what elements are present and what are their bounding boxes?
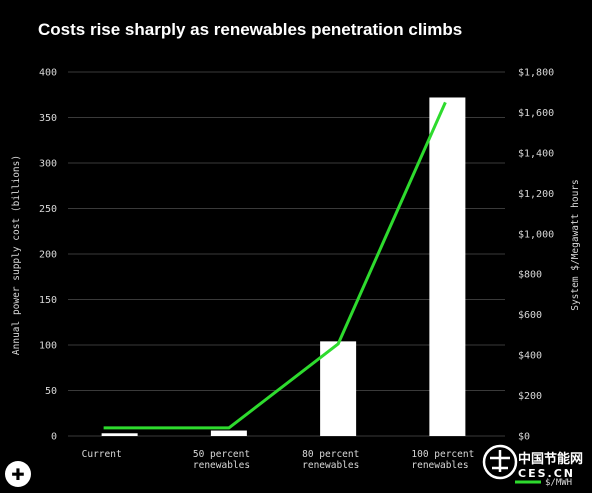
legend-label: $/MWH	[545, 478, 572, 488]
legend: $/MWH	[515, 478, 572, 488]
plus-icon[interactable]: ✚	[11, 465, 24, 484]
bar	[210, 430, 247, 436]
x-tick-label: renewables	[411, 460, 468, 471]
y2-tick-label: $200	[518, 391, 542, 402]
x-tick-label: Current	[82, 449, 122, 460]
watermark: 中国节能网 CES.CN	[482, 444, 583, 480]
x-tick-label: 100 percent	[411, 449, 474, 460]
y-tick-label: 400	[39, 68, 57, 79]
y-tick-label: 0	[51, 432, 57, 443]
y-axis-label: Annual power supply cost (billions)	[11, 155, 22, 355]
y-tick-label: 200	[39, 250, 57, 261]
y-tick-label: 350	[39, 113, 57, 124]
y2-tick-label: $1,800	[518, 68, 554, 79]
series-line	[103, 101, 447, 430]
watermark-logo-icon	[482, 444, 518, 480]
x-tick-label: 50 percent	[193, 449, 250, 460]
y-tick-label: 100	[39, 341, 57, 352]
y2-tick-label: $1,000	[518, 229, 554, 240]
y2-tick-label: $0	[518, 432, 530, 443]
y2-tick-label: $1,400	[518, 148, 554, 159]
bar	[429, 97, 466, 436]
chart-title: Costs rise sharply as renewables penetra…	[38, 20, 462, 39]
y-tick-label: 50	[45, 386, 57, 397]
y2-tick-label: $400	[518, 351, 542, 362]
y-tick-label: 300	[39, 159, 57, 170]
x-tick-label: renewables	[302, 460, 359, 471]
y-tick-label: 250	[39, 204, 57, 215]
plus-button-circle[interactable]	[5, 461, 31, 487]
watermark-cn: 中国节能网	[518, 451, 583, 467]
bar	[101, 433, 138, 436]
bar	[320, 341, 357, 436]
y2-tick-label: $1,600	[518, 108, 554, 119]
x-tick-label: renewables	[193, 460, 250, 471]
y-tick-label: 150	[39, 295, 57, 306]
y2-tick-label: $1,200	[518, 189, 554, 200]
y2-axis-label: System $/Megawatt hours	[570, 179, 581, 311]
plus-button[interactable]: ✚	[5, 461, 31, 487]
y2-tick-label: $600	[518, 310, 542, 321]
watermark-en: CES.CN	[518, 467, 575, 480]
watermark-logo-mark-icon	[490, 450, 510, 472]
x-tick-label: 80 percent	[302, 449, 359, 460]
y2-tick-label: $800	[518, 270, 542, 281]
